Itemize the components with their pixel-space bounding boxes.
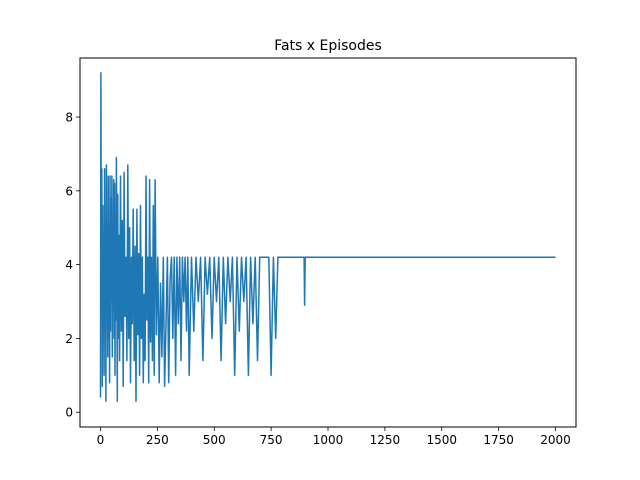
y-tick-label: 8 [65,111,73,125]
x-axis: 0 250 500 750 1000 1250 1500 1750 2000 [97,427,571,447]
chart-title: Fats x Episodes [274,38,382,54]
series-line-0 [99,72,556,402]
x-tick-label: 1250 [370,433,401,447]
x-tick-label: 250 [146,433,169,447]
series-layer [99,72,556,402]
x-tick-label: 1500 [426,433,457,447]
x-tick-label: 750 [260,433,283,447]
y-tick-label: 2 [65,332,73,346]
y-tick-label: 0 [65,406,73,420]
y-tick-label: 6 [65,184,73,198]
x-tick-label: 1750 [483,433,514,447]
y-axis: 0 2 4 6 8 [65,111,80,420]
x-tick-label: 0 [97,433,105,447]
x-tick-label: 500 [203,433,226,447]
x-tick-label: 1000 [313,433,344,447]
y-tick-label: 4 [65,258,73,272]
x-tick-label: 2000 [540,433,571,447]
